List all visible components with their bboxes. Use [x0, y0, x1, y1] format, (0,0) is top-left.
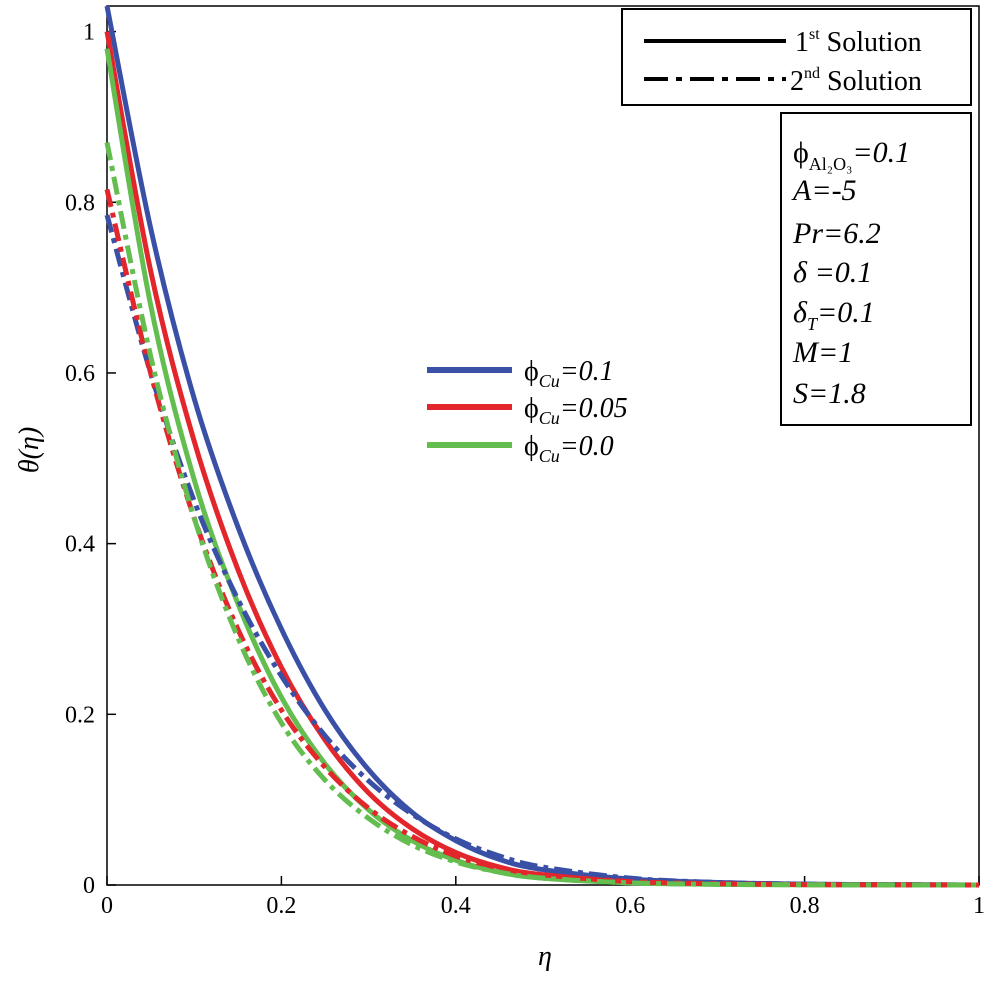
param-delta-t: δT=0.1	[793, 296, 875, 334]
param-s: S=1.8	[793, 377, 866, 410]
color-legend: ϕCu=0.1 ϕCu=0.05 ϕCu=0.0	[427, 356, 628, 466]
axes: 0 0.2 0.4 0.6 0.8 1 0 0.2 0.4 0.6 0.8 1	[65, 20, 985, 919]
param-delta: δ =0.1	[793, 256, 872, 289]
plot-frame	[106, 5, 980, 886]
y-axis-label: θ(η)	[14, 427, 45, 473]
parameter-box-frame	[780, 112, 972, 426]
legend-first-solution-label: 1st Solution	[795, 26, 922, 58]
x-tick-label: 0.4	[441, 893, 471, 919]
legend-second-solution-label: 2nd Solution	[790, 65, 922, 97]
param-m: M=1	[792, 336, 853, 369]
param-phi-al2o3: ϕAl₂O₃=0.1	[793, 136, 910, 174]
parameter-box: ϕAl₂O₃=0.1 A=-5 Pr=6.2 δ =0.1 δT=0.1 M=1…	[780, 112, 972, 426]
series-group	[104, 5, 980, 888]
x-tick-label: 0.8	[790, 893, 820, 919]
y-tick-label: 1	[83, 20, 95, 46]
legend-phi-cu-0-1-label: ϕCu=0.1	[524, 356, 614, 391]
x-tick-label: 0	[101, 893, 113, 919]
series-line-5	[104, 142, 980, 888]
legend-phi-cu-0-05-label: ϕCu=0.05	[524, 393, 628, 428]
x-axis-label: η	[538, 941, 552, 972]
y-tick-label: 0.6	[65, 361, 95, 387]
style-legend: 1st Solution 2nd Solution	[621, 8, 972, 106]
legend-phi-cu-0-0-label: ϕCu=0.0	[524, 431, 614, 466]
param-a: A=-5	[791, 174, 857, 207]
y-tick-label: 0.2	[65, 702, 95, 728]
param-pr: Pr=6.2	[792, 217, 881, 250]
y-tick-label: 0.4	[65, 532, 95, 558]
x-tick-label: 0.2	[266, 893, 296, 919]
style-legend-box	[621, 8, 972, 106]
x-tick-label: 0.6	[615, 893, 645, 919]
y-tick-label: 0	[83, 873, 95, 899]
x-tick-label: 1	[973, 893, 985, 919]
y-tick-label: 0.8	[65, 190, 95, 216]
